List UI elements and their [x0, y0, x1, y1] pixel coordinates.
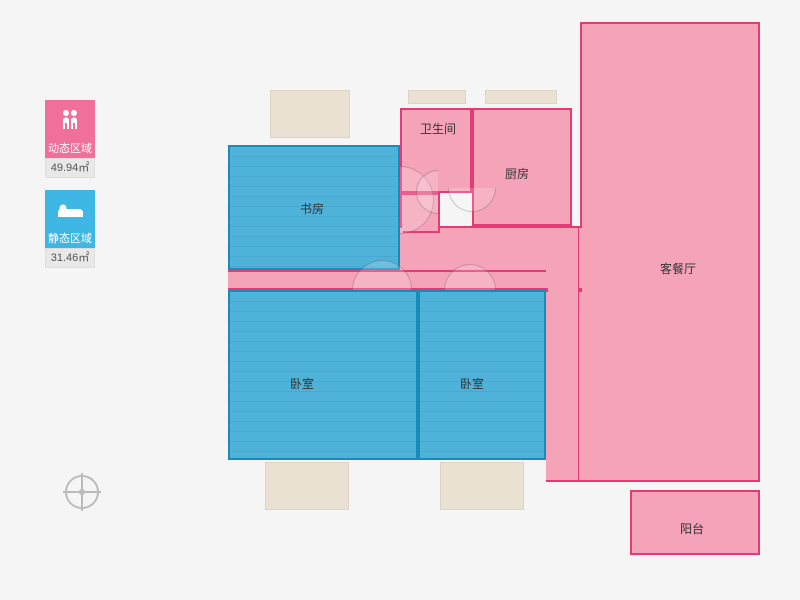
- corridor-mask-right: [579, 228, 583, 288]
- window-block-4: [440, 462, 524, 510]
- sleep-icon: [45, 190, 95, 230]
- room-balcony: [630, 490, 760, 555]
- window-block-0: [270, 90, 350, 138]
- compass-icon: [65, 475, 99, 509]
- room-kitchen: [472, 108, 572, 226]
- corridor-mask-v1top: [548, 288, 578, 292]
- window-block-3: [265, 462, 349, 510]
- legend-static: 静态区域 31.46㎡: [45, 190, 95, 268]
- room-bedroom_right: [418, 290, 546, 460]
- legend-dynamic-label: 动态区域: [45, 140, 95, 158]
- room-living: [580, 22, 760, 482]
- legend-static-value: 31.46㎡: [45, 248, 95, 268]
- corridor-v1: [546, 290, 580, 482]
- window-block-1: [408, 90, 466, 104]
- room-study: [228, 145, 400, 270]
- window-block-2: [485, 90, 557, 104]
- corridor-mask-v1right: [579, 292, 583, 480]
- room-bedroom_left: [228, 290, 418, 460]
- legend-static-label: 静态区域: [45, 230, 95, 248]
- legend-dynamic: 动态区域 49.94㎡: [45, 100, 95, 178]
- legend-dynamic-value: 49.94㎡: [45, 158, 95, 178]
- people-icon: [45, 100, 95, 140]
